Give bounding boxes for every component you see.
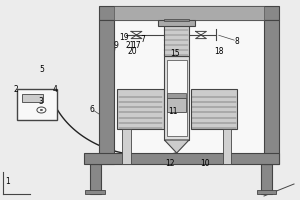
- Text: 18: 18: [214, 47, 224, 56]
- Text: 8: 8: [235, 36, 239, 46]
- Text: 17: 17: [132, 42, 141, 50]
- Bar: [164, 19, 189, 21]
- Bar: [114, 6, 264, 20]
- Text: 10: 10: [201, 158, 210, 168]
- Text: 19: 19: [120, 32, 129, 42]
- Bar: [167, 93, 186, 98]
- Bar: [99, 6, 279, 20]
- Text: 2: 2: [13, 85, 18, 94]
- Bar: [22, 94, 43, 102]
- Bar: [114, 20, 268, 153]
- Bar: [264, 20, 279, 164]
- Text: 4: 4: [53, 85, 58, 94]
- Bar: [85, 190, 105, 194]
- Polygon shape: [164, 140, 189, 153]
- Text: 5: 5: [40, 64, 44, 73]
- Bar: [190, 89, 237, 129]
- Bar: [167, 60, 187, 136]
- Bar: [223, 129, 231, 164]
- Bar: [117, 89, 164, 129]
- Text: 9: 9: [113, 40, 118, 49]
- Bar: [261, 164, 272, 194]
- Text: 15: 15: [171, 49, 180, 58]
- Bar: [164, 56, 189, 140]
- Text: 3: 3: [38, 98, 43, 106]
- Text: 1: 1: [5, 176, 10, 186]
- Bar: [122, 129, 131, 164]
- Bar: [114, 12, 270, 152]
- Bar: [16, 89, 57, 120]
- Text: 7: 7: [140, 34, 145, 44]
- Bar: [164, 20, 189, 56]
- Bar: [256, 190, 276, 194]
- Bar: [90, 164, 101, 194]
- Bar: [158, 20, 195, 26]
- Circle shape: [40, 109, 43, 111]
- Text: 6: 6: [89, 104, 94, 114]
- Circle shape: [37, 107, 46, 113]
- Bar: [99, 20, 114, 164]
- Bar: [167, 98, 186, 112]
- Text: 21: 21: [126, 42, 135, 50]
- Text: 20: 20: [127, 46, 137, 55]
- Text: 11: 11: [168, 108, 177, 116]
- Bar: [84, 153, 279, 164]
- Text: 12: 12: [165, 158, 174, 168]
